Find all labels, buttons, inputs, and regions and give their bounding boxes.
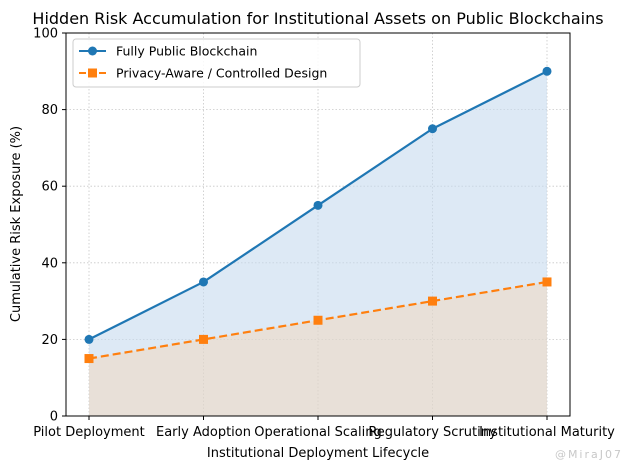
data-point-0-1 [199,277,208,287]
data-point-0-4 [542,66,552,76]
data-point-1-4 [542,277,552,287]
watermark: @MiraJ07 [555,448,623,461]
x-tick-label: Pilot Deployment [33,425,144,440]
data-point-1-2 [313,315,323,325]
series-fills [89,71,547,417]
y-tick-label: 20 [41,333,58,348]
series-markers [84,66,552,364]
y-axis-label: Cumulative Risk Exposure (%) [9,126,24,322]
x-tick-label: Operational Scaling [254,425,382,440]
legend-label-public: Fully Public Blockchain [116,44,257,59]
series-fill-1 [89,281,547,416]
legend: Fully Public Blockchain Privacy-Aware / … [72,38,361,88]
y-tick-label: 0 [50,410,58,425]
data-point-0-0 [84,334,94,344]
y-tick-label: 100 [33,27,58,42]
y-tick-label: 80 [41,103,58,118]
legend-marker-public [88,46,97,56]
legend-box [72,38,361,88]
x-axis-label: Institutional Deployment Lifecycle [207,446,429,461]
y-tick-label: 40 [41,256,58,271]
x-axis: Pilot Deployment Early Adoption Operationa… [33,416,615,440]
y-axis: 0 20 40 60 80 100 [33,27,66,425]
x-tick-label: Regulatory Scrutiny [368,425,497,440]
x-tick-label: Institutional Maturity [479,425,615,440]
series-fill-0 [89,71,547,417]
plot-area [65,32,571,417]
x-tick-label: Early Adoption [156,425,251,440]
chart-title: Hidden Risk Accumulation for Institution… [32,9,603,28]
data-point-1-3 [428,296,437,306]
y-tick-label: 60 [41,180,58,195]
legend-label-privacy: Privacy-Aware / Controlled Design [116,66,327,81]
data-point-0-3 [428,124,437,134]
legend-marker-privacy [88,68,97,78]
data-point-1-0 [84,354,94,364]
data-point-1-1 [199,334,208,344]
data-point-0-2 [313,200,323,210]
